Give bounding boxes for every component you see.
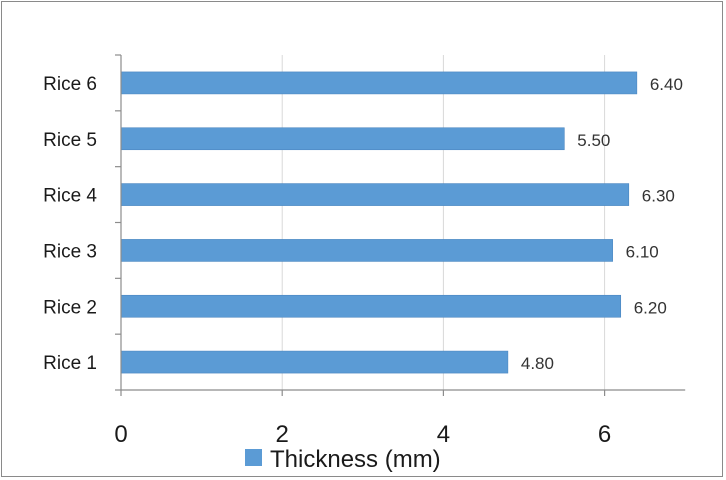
category-label: Rice 2: [43, 297, 97, 318]
category-label: Rice 4: [43, 186, 97, 207]
data-label: 6.40: [650, 75, 683, 94]
category-label: Rice 1: [43, 353, 97, 374]
data-labels: 4.80 6.20 6.10 6.30 5.50 6.40: [521, 75, 683, 373]
x-tick-label: 6: [598, 421, 611, 448]
x-tick-labels: 0 2 4 6: [114, 421, 611, 448]
category-label: Rice 5: [43, 130, 97, 151]
bar-rice-5: [120, 127, 565, 151]
legend: Thickness (mm): [245, 446, 441, 473]
bar-rice-1: [120, 350, 509, 374]
x-tick-label: 2: [276, 421, 289, 448]
category-label: Rice 3: [43, 241, 97, 262]
data-label: 5.50: [577, 131, 610, 150]
x-tick-label: 0: [114, 421, 127, 448]
bar-rice-6: [120, 71, 638, 95]
data-label: 6.30: [642, 187, 675, 206]
data-label: 6.10: [626, 242, 659, 261]
data-label: 6.20: [634, 298, 667, 317]
axes: [115, 54, 686, 396]
bars: [120, 71, 638, 374]
bar-rice-4: [120, 183, 630, 206]
legend-swatch: [245, 449, 262, 466]
legend-label: Thickness (mm): [270, 446, 441, 473]
bar-rice-3: [120, 239, 613, 262]
category-label: Rice 6: [43, 74, 97, 95]
gridlines: [281, 55, 606, 390]
x-tick-label: 4: [437, 421, 450, 448]
data-label: 4.80: [521, 354, 554, 373]
bar-rice-2: [120, 294, 622, 318]
category-labels: Rice 1 Rice 2 Rice 3 Rice 4 Rice 5 Rice 6: [43, 74, 97, 374]
